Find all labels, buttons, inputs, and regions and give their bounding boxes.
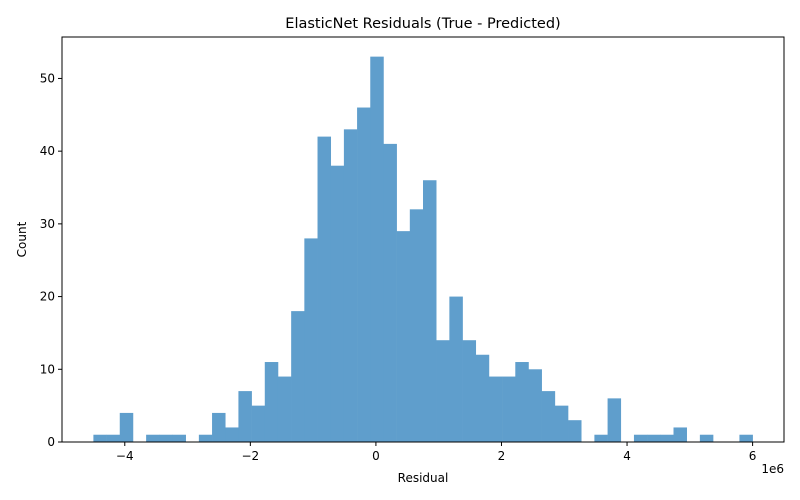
x-tick-label: −2 xyxy=(241,449,259,463)
y-tick-label: 20 xyxy=(40,290,55,304)
histogram-bar xyxy=(607,398,622,442)
histogram-bar xyxy=(146,434,160,442)
histogram-bar xyxy=(699,434,714,442)
histogram-bar xyxy=(554,405,569,442)
histogram-bar xyxy=(475,354,490,442)
histogram-bar xyxy=(396,231,411,442)
y-tick-label: 40 xyxy=(40,144,55,158)
histogram-bar xyxy=(502,376,516,442)
y-tick-label: 0 xyxy=(47,435,55,449)
histogram-bar xyxy=(409,209,424,442)
y-ticks: 0 10 20 30 40 50 xyxy=(40,71,62,449)
histogram-bar xyxy=(488,376,503,442)
histogram-bar xyxy=(93,434,107,442)
y-tick-label: 50 xyxy=(40,71,55,85)
histogram-bar xyxy=(357,107,371,442)
x-tick-label: −4 xyxy=(116,449,134,463)
x-tick-label: 0 xyxy=(372,449,380,463)
y-axis-label: Count xyxy=(15,221,29,257)
y-tick-label: 30 xyxy=(40,217,55,231)
x-tick-label: 6 xyxy=(749,449,757,463)
histogram-bar xyxy=(106,434,121,442)
x-ticks: −4 −2 0 2 4 6 xyxy=(116,442,756,463)
histogram-bar xyxy=(423,180,437,442)
x-axis-offset-label: 1e6 xyxy=(761,462,784,476)
x-tick-label: 4 xyxy=(623,449,631,463)
histogram-bar xyxy=(568,420,582,442)
histogram-bar xyxy=(449,296,463,442)
y-tick-label: 10 xyxy=(40,362,55,376)
histogram-bar xyxy=(739,434,753,442)
histogram-bar xyxy=(317,136,332,442)
histogram-bar xyxy=(647,434,661,442)
histogram-bar xyxy=(660,434,674,442)
histogram-bar xyxy=(291,311,305,442)
histogram-bar xyxy=(436,340,450,442)
histogram-bar xyxy=(277,376,292,442)
histogram-bar xyxy=(264,362,279,442)
histogram-bar xyxy=(528,369,542,442)
histogram-bar xyxy=(383,143,397,442)
histogram-bar xyxy=(462,340,477,442)
chart-title: ElasticNet Residuals (True - Predicted) xyxy=(285,16,560,32)
x-tick-label: 2 xyxy=(498,449,506,463)
histogram-bar xyxy=(633,434,648,442)
histogram-bar xyxy=(238,391,252,442)
histogram-bar xyxy=(541,391,556,442)
bars-group xyxy=(93,56,753,443)
histogram-bar xyxy=(343,129,358,443)
histogram-bar xyxy=(212,412,226,442)
histogram-bar xyxy=(673,427,687,442)
histogram-bar xyxy=(172,434,186,442)
histogram-bar xyxy=(119,412,134,442)
histogram-bar xyxy=(515,362,529,442)
histogram-bar xyxy=(198,434,213,442)
histogram-bar xyxy=(251,405,266,442)
x-axis-label: Residual xyxy=(398,471,449,485)
histogram-bar xyxy=(370,56,384,442)
plot-frame xyxy=(61,36,785,443)
histogram-bar xyxy=(159,434,173,442)
histogram-bar xyxy=(304,238,318,442)
histogram-bar xyxy=(225,427,239,442)
histogram-bar xyxy=(330,165,345,443)
histogram-bar xyxy=(594,434,608,442)
